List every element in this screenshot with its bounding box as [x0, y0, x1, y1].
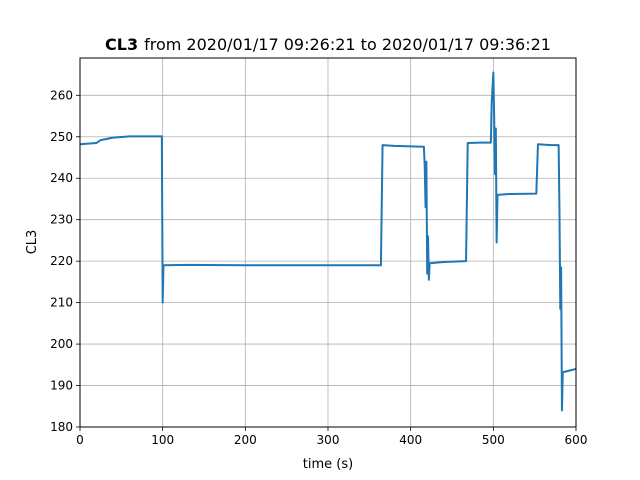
y-tick-label: 260 — [50, 88, 73, 102]
y-tick-label: 190 — [50, 379, 73, 393]
y-tick-label: 200 — [50, 337, 73, 351]
y-tick-label: 240 — [50, 171, 73, 185]
x-tick-label: 0 — [76, 433, 84, 447]
y-tick-label: 180 — [50, 420, 73, 434]
x-tick-label: 500 — [482, 433, 505, 447]
x-tick-label: 400 — [399, 433, 422, 447]
y-tick-label: 250 — [50, 130, 73, 144]
x-tick-label: 100 — [151, 433, 174, 447]
chart-title: CL3 from 2020/01/17 09:26:21 to 2020/01/1… — [105, 35, 551, 54]
y-tick-label: 210 — [50, 296, 73, 310]
y-tick-label: 220 — [50, 254, 73, 268]
y-axis-label: CL3 — [25, 230, 40, 255]
x-tick-label: 600 — [565, 433, 588, 447]
x-tick-label: 300 — [317, 433, 340, 447]
x-axis-label: time (s) — [303, 457, 353, 472]
x-tick-label: 200 — [234, 433, 257, 447]
y-tick-label: 230 — [50, 213, 73, 227]
chart-title-bold: CL3 — [105, 35, 138, 54]
chart-subtitle: from 2020/01/17 09:26:21 to 2020/01/17 0… — [144, 35, 551, 54]
